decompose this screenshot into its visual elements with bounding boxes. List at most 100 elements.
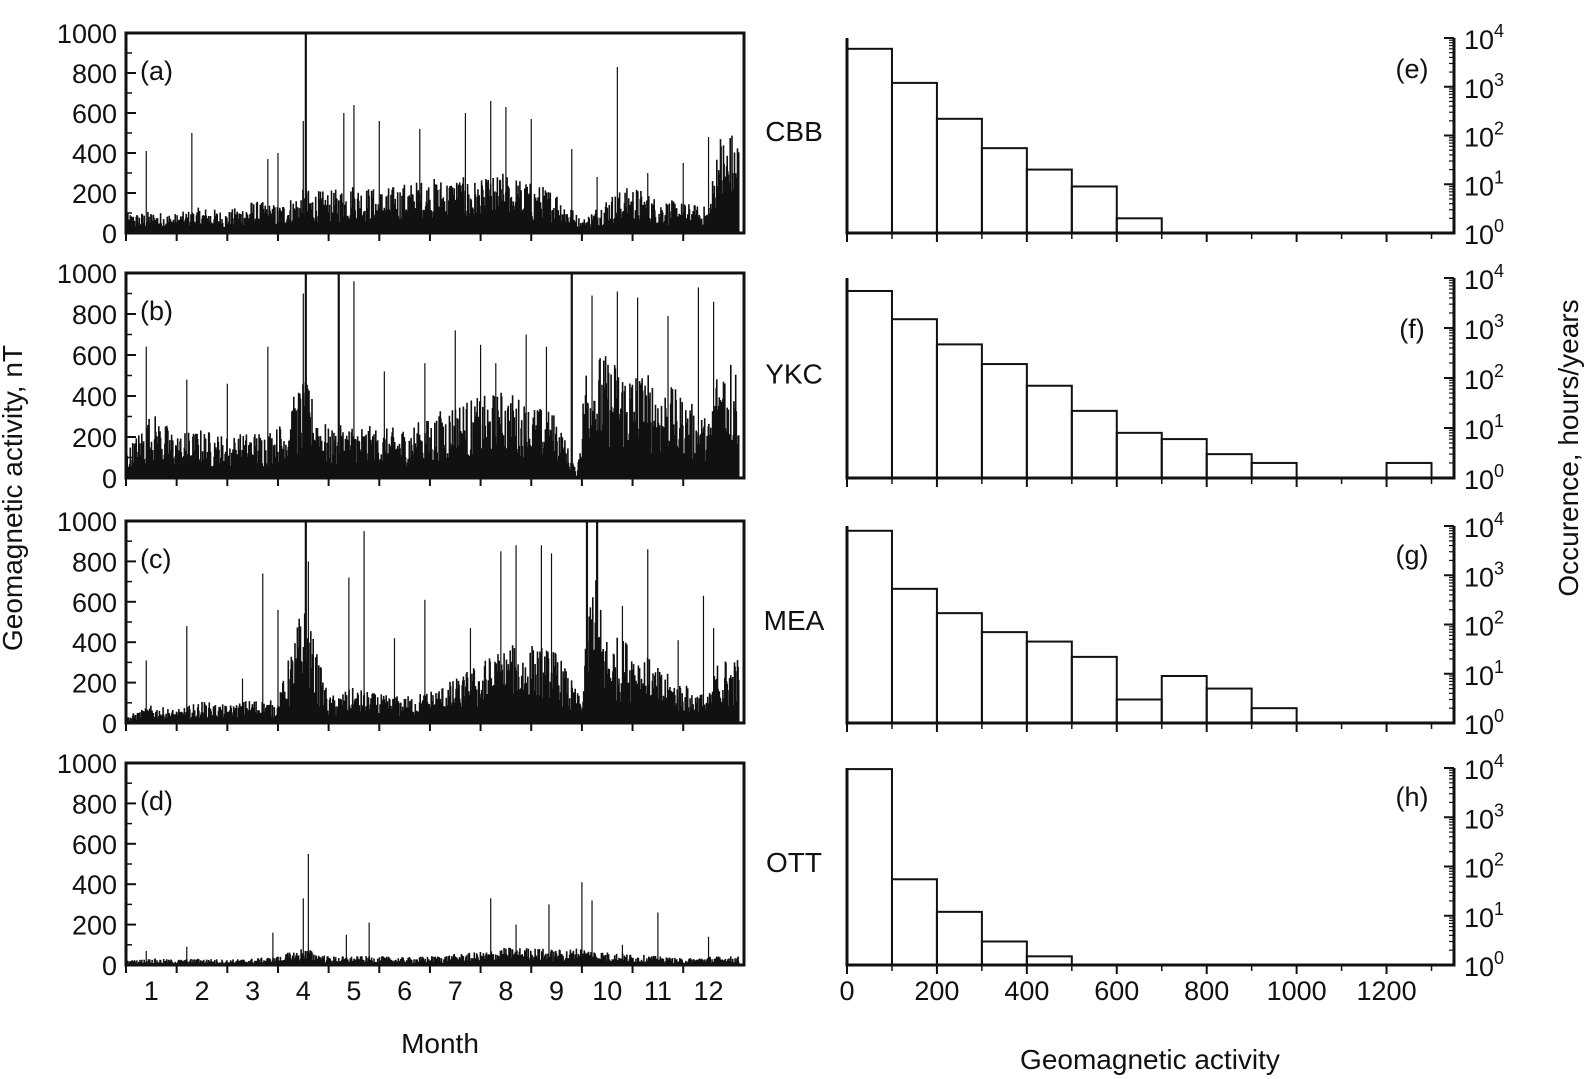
histogram-bar <box>935 343 983 479</box>
histogram-bar <box>935 117 983 234</box>
histogram-bar <box>1070 185 1118 235</box>
plot-frame <box>124 761 746 967</box>
panel-label: (e) <box>1396 54 1429 84</box>
histogram-bar <box>890 587 938 724</box>
panel-label: (c) <box>140 544 171 574</box>
x-tick-label: 10 <box>592 976 622 1006</box>
y-tick-label: 600 <box>72 341 117 371</box>
y-tick-label: 101 <box>1464 411 1504 445</box>
y-tick-label: 0 <box>102 464 117 494</box>
histogram-bar <box>935 910 983 967</box>
x-tick-label: 1000 <box>1267 976 1327 1006</box>
y-tick-label: 104 <box>1464 261 1504 295</box>
histogram-bar <box>1160 438 1208 479</box>
y-tick-label: 1000 <box>57 19 117 49</box>
histogram-bar <box>1385 461 1433 479</box>
y-tick-label: 103 <box>1464 558 1504 592</box>
x-tick-label: 3 <box>245 976 260 1006</box>
panel-label: (h) <box>1396 782 1429 812</box>
x-tick-label: 6 <box>397 976 412 1006</box>
x-tick-label: 12 <box>694 976 724 1006</box>
histogram-bar <box>1025 168 1073 234</box>
x-tick-label: 1200 <box>1357 976 1417 1006</box>
panel-label: (f) <box>1399 314 1424 344</box>
x-tick-label: 400 <box>1004 976 1049 1006</box>
y-tick-label: 200 <box>72 179 117 209</box>
y-tick-label: 600 <box>72 830 117 860</box>
panel-label: (a) <box>140 56 173 86</box>
histogram-bar <box>1250 461 1298 479</box>
histogram-bar <box>890 318 938 479</box>
y-tick-label: 101 <box>1464 657 1504 691</box>
y-tick-label: 104 <box>1464 751 1504 785</box>
y-tick-label: 102 <box>1464 361 1504 395</box>
right-x-axis-label: Geomagnetic activity <box>1020 1044 1280 1075</box>
panel-e-histogram: 100 101 102 103 104 (e) <box>845 21 1504 250</box>
histogram-bar <box>846 768 893 966</box>
y-tick-label: 400 <box>72 628 117 658</box>
panel-h-histogram: 100 101 102 103 104 0 200 400 600 800 1000 1200 (h) <box>839 751 1504 1006</box>
x-tick-label: 5 <box>346 976 361 1006</box>
y-tick-label: 1000 <box>57 259 117 289</box>
y-tick-label: 103 <box>1464 70 1504 104</box>
x-tick-label: 8 <box>498 976 513 1006</box>
y-tick-label: 104 <box>1464 509 1504 543</box>
y-tick-label: 800 <box>72 547 117 577</box>
y-tick-label: 1000 <box>57 749 117 779</box>
histogram-bar <box>1160 675 1208 724</box>
histogram-bar <box>890 878 938 966</box>
x-tick-label: 11 <box>644 976 672 1006</box>
y-tick-label: 800 <box>72 300 117 330</box>
plot-frame <box>124 519 746 725</box>
left-x-axis-label: Month <box>401 1028 479 1059</box>
y-tick-label: 104 <box>1464 21 1504 55</box>
y-tick-label: 200 <box>72 669 117 699</box>
histogram-bar <box>980 940 1028 966</box>
panel-f-histogram: 100 101 102 103 104 (f) <box>845 261 1504 495</box>
histogram-bar <box>1205 687 1253 725</box>
activity-bars <box>125 947 740 965</box>
plot-frame <box>845 38 1456 235</box>
y-tick-label: 400 <box>72 382 117 412</box>
histogram-bar <box>1115 217 1163 234</box>
x-tick-label: 4 <box>296 976 311 1006</box>
y-tick-label: 100 <box>1464 216 1504 250</box>
station-label: MEA <box>764 605 825 636</box>
y-tick-label: 200 <box>72 911 117 941</box>
y-tick-label: 400 <box>72 139 117 169</box>
activity-bars <box>125 580 740 723</box>
histogram-bar <box>980 363 1028 479</box>
x-tick-label: 9 <box>549 976 564 1006</box>
histogram-bar <box>980 631 1028 724</box>
right-y-axis-label: Occurence, hours/years <box>1553 299 1584 596</box>
panel-a-timeseries: 0 200 400 600 800 1000 (a) CBB <box>57 19 823 249</box>
activity-bars <box>125 135 740 233</box>
histogram-bar <box>1115 698 1163 724</box>
y-tick-label: 800 <box>72 789 117 819</box>
x-tick-label: 600 <box>1094 976 1139 1006</box>
histogram-bar <box>1070 409 1118 480</box>
histogram-bar <box>1070 655 1118 724</box>
y-tick-label: 100 <box>1464 948 1504 982</box>
panel-c-timeseries: 0 200 400 600 800 1000 (c) MEA <box>57 507 825 739</box>
histogram-bar <box>1025 640 1073 724</box>
y-tick-label: 102 <box>1464 608 1504 642</box>
y-tick-label: 103 <box>1464 311 1504 345</box>
histogram-bar <box>1250 707 1298 724</box>
y-tick-label: 400 <box>72 870 117 900</box>
plot-frame <box>845 526 1456 725</box>
station-label: OTT <box>766 847 822 878</box>
y-tick-label: 0 <box>102 709 117 739</box>
histogram-bar <box>1115 431 1163 479</box>
panel-label: (d) <box>140 786 173 816</box>
left-y-axis-label: Geomagnetic activity, nT <box>0 345 28 651</box>
x-tick-label: 0 <box>839 976 854 1006</box>
histogram-bar <box>980 147 1028 234</box>
x-tick-label: 200 <box>914 976 959 1006</box>
y-tick-label: 0 <box>102 219 117 249</box>
histogram-bar <box>846 289 893 479</box>
x-tick-label: 7 <box>448 976 463 1006</box>
y-tick-label: 600 <box>72 99 117 129</box>
